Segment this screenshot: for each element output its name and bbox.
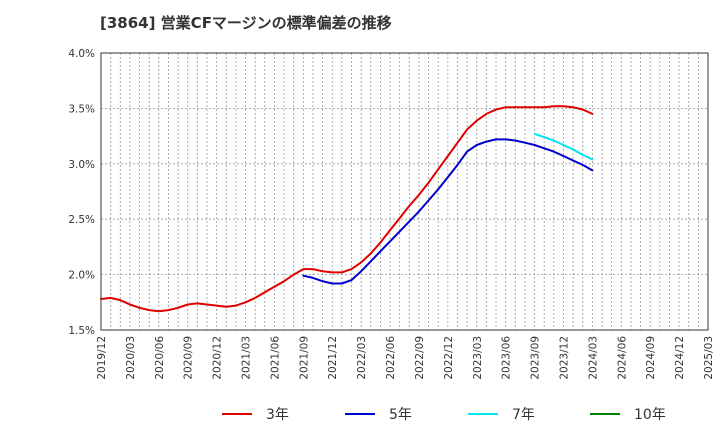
x-tick-label: 2024/09 [645, 336, 657, 380]
x-tick-label: 2023/06 [501, 336, 513, 380]
x-tick-label: 2022/09 [414, 336, 426, 380]
grid [100, 52, 709, 331]
plot-frame [100, 52, 709, 331]
x-tick-label: 2023/09 [530, 336, 542, 380]
chart-title: [3864] 営業CFマージンの標準偏差の推移 [100, 14, 392, 32]
x-tick-label: 2024/06 [616, 336, 628, 380]
y-tick-label: 2.5% [68, 214, 95, 226]
y-tick-label: 2.0% [68, 270, 95, 282]
x-tick-label: 2022/03 [356, 336, 368, 380]
series-line-0 [100, 105, 594, 313]
x-tick-label: 2023/12 [558, 336, 570, 380]
legend-label: 5年 [389, 407, 412, 423]
series-lines [100, 105, 594, 313]
y-tick-label: 3.0% [68, 159, 95, 171]
x-tick-label: 2020/06 [154, 336, 166, 380]
y-tick-label: 3.5% [68, 103, 95, 115]
y-tick-label: 4.0% [68, 48, 95, 60]
x-tick-label: 2020/03 [125, 336, 137, 380]
series-line-1 [302, 138, 594, 285]
x-tick-label: 2025/03 [703, 336, 715, 380]
x-tick-label: 2021/06 [269, 336, 281, 380]
legend-label: 7年 [512, 407, 535, 423]
legend: 3年 5年 7年 10年 [222, 407, 666, 423]
x-tick-label: 2021/03 [241, 336, 253, 380]
x-tick-label: 2021/09 [298, 336, 310, 380]
x-tick-label: 2024/12 [674, 336, 686, 380]
series-line-2 [533, 132, 594, 161]
x-tick-label: 2019/12 [96, 336, 108, 380]
x-tick-label: 2022/06 [385, 336, 397, 380]
y-tick-label: 1.5% [68, 325, 95, 337]
x-tick-label: 2022/12 [443, 336, 455, 380]
x-tick-label: 2021/12 [327, 336, 339, 380]
x-tick-label: 2020/09 [183, 336, 195, 380]
legend-label: 10年 [634, 407, 666, 423]
x-tick-label: 2024/03 [587, 336, 599, 380]
x-tick-label: 2020/12 [212, 336, 224, 380]
y-axis-ticks: 1.5% 2.0% 2.5% 3.0% 3.5% 4.0% [68, 48, 95, 337]
x-tick-label: 2023/03 [472, 336, 484, 380]
legend-label: 3年 [266, 407, 289, 423]
x-axis-ticks: 2019/12 2020/03 2020/06 2020/09 2020/12 2021/… [96, 336, 715, 380]
